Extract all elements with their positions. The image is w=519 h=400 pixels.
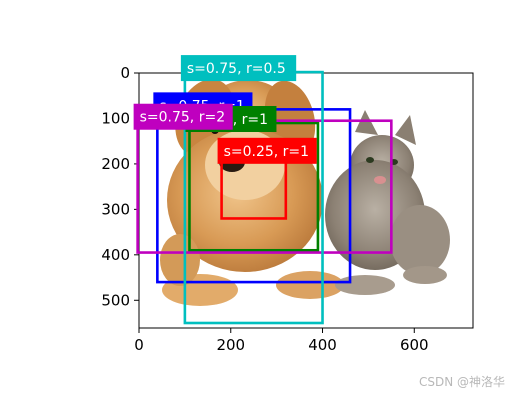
anchor-box-label: s=0.75, r=2 — [133, 103, 233, 130]
label-text: s=0.25, r=1 — [224, 144, 309, 160]
y-tick-label: 400 — [101, 246, 130, 264]
anchor-boxes: s=0.75, r=1s=0.5, r=1s=0.25, r=1s=0.75, … — [133, 55, 393, 325]
label-background — [133, 103, 233, 130]
x-tick-label: 200 — [216, 336, 245, 354]
axis-ticks: 0 200 400 600 100 200 300 400 500 0 — [101, 64, 428, 354]
y-tick-label: 300 — [101, 200, 130, 218]
anchor-box-label: s=0.75, r=0.5 — [180, 55, 297, 82]
y-tick-label: 200 — [101, 155, 130, 173]
label-text: s=0.75, r=2 — [140, 110, 226, 126]
label-background — [217, 137, 317, 164]
y-tick-label: 0 — [120, 64, 130, 82]
anchor-box-label: s=0.25, r=1 — [217, 137, 317, 164]
x-tick-label: 0 — [134, 336, 144, 354]
label-background — [180, 55, 297, 82]
x-tick-label: 600 — [400, 336, 429, 354]
label-text: s=0.75, r=0.5 — [187, 61, 286, 77]
y-tick-label: 100 — [101, 109, 130, 127]
y-tick-label: 500 — [101, 291, 130, 309]
watermark: CSDN @神洛华 — [418, 375, 505, 389]
x-tick-label: 400 — [308, 336, 337, 354]
